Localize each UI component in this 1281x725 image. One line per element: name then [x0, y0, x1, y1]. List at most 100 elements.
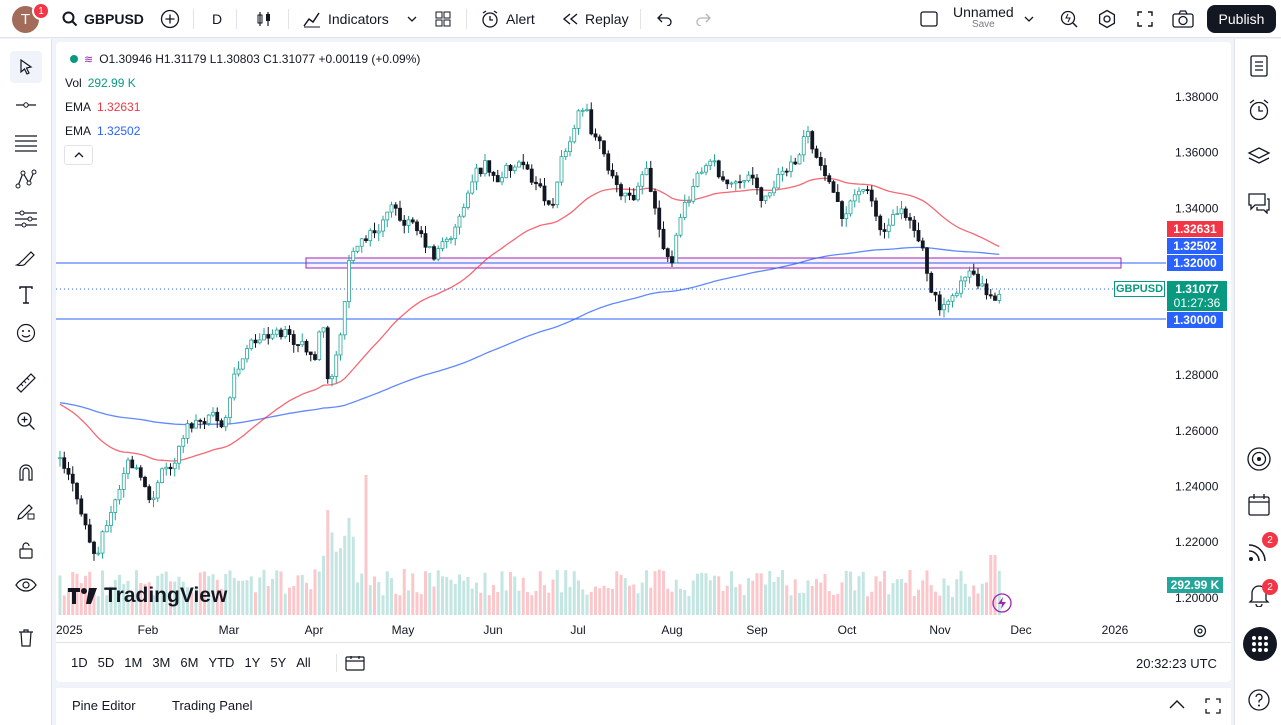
replay-button[interactable]: Replay	[561, 0, 629, 38]
fullscreen-button[interactable]	[1136, 0, 1154, 38]
ideas-button[interactable]	[1243, 443, 1275, 475]
range-button-ytd[interactable]: YTD	[208, 655, 235, 670]
expand-panel-button[interactable]	[1168, 698, 1186, 713]
candle-body	[279, 329, 283, 338]
calendar-button[interactable]	[1243, 489, 1275, 521]
lock-drawings-tool[interactable]	[10, 534, 42, 566]
remove-drawings-tool[interactable]	[10, 622, 42, 654]
chart-pane[interactable]: 1.38000 1.36000 1.34000 1.32000 1.30000 1.280…	[56, 42, 1231, 682]
chats-button[interactable]	[1243, 187, 1275, 219]
products-button[interactable]	[1243, 627, 1277, 661]
layout-dropdown[interactable]	[1023, 0, 1035, 38]
candle-body	[215, 411, 220, 422]
indicators-button[interactable]: Indicators	[302, 0, 389, 38]
quick-search-button[interactable]	[1059, 0, 1079, 38]
volume-bar	[160, 573, 164, 615]
zoom-tool[interactable]	[10, 405, 42, 437]
volume-bar	[708, 580, 712, 615]
icon-tool[interactable]	[10, 317, 42, 349]
candle-body	[814, 148, 819, 158]
news-button[interactable]	[1243, 535, 1275, 567]
interval-button[interactable]: D	[212, 11, 223, 27]
pine-editor-tab[interactable]: Pine Editor	[72, 698, 136, 713]
volume-bar	[330, 532, 334, 615]
candle-body	[449, 238, 453, 241]
range-button-6m[interactable]: 6M	[180, 655, 199, 670]
fib-tool[interactable]	[10, 127, 42, 159]
price-chart[interactable]: 1.38000 1.36000 1.34000 1.32000 1.30000 1.280…	[56, 42, 1231, 682]
candle-body	[695, 172, 700, 187]
data-window-button[interactable]	[1243, 141, 1275, 173]
range-button-5y[interactable]: 5Y	[270, 655, 287, 670]
volume-bar	[810, 586, 814, 615]
forecast-tool[interactable]	[10, 203, 42, 235]
measure-tool[interactable]	[10, 367, 42, 399]
compare-button[interactable]	[160, 0, 180, 38]
layout-menu[interactable]	[920, 0, 938, 38]
publish-button[interactable]: Publish	[1207, 5, 1276, 33]
range-button-1m[interactable]: 1M	[124, 655, 143, 670]
cursor-tool[interactable]	[10, 51, 42, 83]
goto-date-button[interactable]	[345, 655, 365, 676]
axis-settings-button[interactable]	[1190, 621, 1210, 641]
range-button-1d[interactable]: 1D	[71, 655, 88, 670]
volume-bar	[377, 581, 381, 615]
volume-bar	[870, 591, 874, 615]
settings-button[interactable]	[1097, 0, 1117, 38]
volume-bar	[611, 588, 614, 615]
watchlist-button[interactable]	[1243, 50, 1275, 82]
clock[interactable]: 20:32:23 UTC	[1136, 656, 1217, 671]
undo-button[interactable]	[657, 0, 673, 38]
volume-bar	[513, 576, 517, 615]
candle-body	[933, 291, 938, 296]
candle-body	[228, 397, 232, 418]
eye-icon	[15, 578, 37, 592]
alerts-button[interactable]	[1243, 94, 1275, 126]
volume-bar	[904, 582, 908, 615]
volume-legend[interactable]: Vol 292.99 K	[65, 76, 136, 90]
candle-body	[861, 189, 866, 192]
range-button-1y[interactable]: 1Y	[244, 655, 261, 670]
hide-drawings-tool[interactable]	[10, 569, 42, 601]
candle-body	[300, 340, 305, 346]
ema-slow-legend[interactable]: EMA 1.32502	[65, 124, 140, 138]
volume-bar	[394, 593, 398, 615]
candle-body	[865, 189, 870, 192]
trendline-tool[interactable]	[10, 89, 42, 121]
volume-bar	[67, 587, 70, 615]
candle-body	[117, 489, 122, 501]
collapse-legend-button[interactable]	[64, 145, 93, 165]
trading-panel-tab[interactable]: Trading Panel	[172, 698, 253, 713]
volume-bar	[58, 575, 62, 615]
candle-body	[223, 417, 228, 428]
volume-bar	[619, 574, 623, 615]
magnet-tool[interactable]	[10, 456, 42, 488]
indicators-dropdown[interactable]	[406, 0, 418, 38]
volume-bar	[118, 574, 121, 615]
symbol-search-button[interactable]: GBPUSD	[62, 0, 144, 38]
candle-body	[351, 250, 356, 261]
maximize-panel-button[interactable]	[1204, 697, 1222, 718]
alert-button[interactable]: Alert	[480, 0, 535, 38]
layout-name-button[interactable]: Unnamed Save	[953, 4, 1014, 30]
snapshot-button[interactable]	[1172, 0, 1194, 38]
chart-type-button[interactable]	[255, 0, 273, 38]
symbol-legend[interactable]: ≋ O1.30946 H1.31179 L1.30803 C1.31077 +0…	[70, 52, 420, 66]
volume-bar	[666, 588, 670, 615]
volume-bar	[832, 594, 835, 615]
horizontal-line-icon	[16, 102, 36, 108]
brush-tool[interactable]	[10, 242, 42, 274]
layouts-button[interactable]	[434, 0, 452, 38]
range-button-5d[interactable]: 5D	[97, 655, 115, 670]
redo-button[interactable]	[695, 0, 711, 38]
candle-body	[661, 228, 666, 250]
range-button-all[interactable]: All	[296, 655, 311, 670]
volume-bar	[203, 571, 206, 615]
ema-fast-legend[interactable]: EMA 1.32631	[65, 100, 140, 114]
range-button-3m[interactable]: 3M	[152, 655, 171, 670]
drawing-mode-tool[interactable]	[10, 495, 42, 527]
candlesticks	[58, 102, 1002, 561]
text-tool[interactable]	[10, 279, 42, 311]
help-button[interactable]	[1243, 684, 1275, 716]
pattern-tool[interactable]	[10, 163, 42, 195]
